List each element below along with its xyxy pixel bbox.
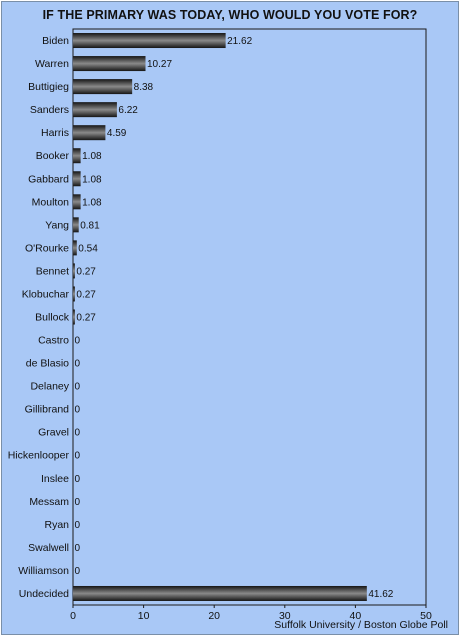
category-label: O'Rourke <box>25 242 69 254</box>
bar <box>73 79 133 95</box>
category-label: Undecided <box>19 588 69 600</box>
category-label: Yang <box>45 219 69 231</box>
category-label: Harris <box>41 127 69 139</box>
bar <box>73 286 75 302</box>
bar <box>73 309 75 325</box>
category-label: Swalwell <box>28 542 69 554</box>
x-tick-label: 40 <box>350 610 362 622</box>
bar <box>73 33 226 49</box>
data-label: 21.62 <box>227 36 252 47</box>
data-label: 0 <box>75 566 81 577</box>
category-label: Sanders <box>30 104 69 116</box>
category-label: de Blasio <box>26 358 69 370</box>
data-label: 0.54 <box>78 243 98 254</box>
data-label: 4.59 <box>107 128 127 139</box>
category-label: Gillibrand <box>25 404 70 416</box>
x-tick-label: 10 <box>138 610 150 622</box>
data-label: 0.27 <box>76 313 96 324</box>
category-label: Messam <box>29 496 69 508</box>
data-label: 0 <box>75 520 81 531</box>
category-label: Buttigieg <box>28 81 69 93</box>
data-label: 0 <box>75 474 81 485</box>
data-label: 0 <box>75 382 81 393</box>
data-label: 0 <box>75 336 81 347</box>
category-label: Ryan <box>44 519 69 531</box>
bar <box>73 217 79 233</box>
bar <box>73 585 367 601</box>
category-label: Delaney <box>30 381 69 393</box>
data-label: 0 <box>75 405 81 416</box>
x-tick-label: 50 <box>420 610 432 622</box>
data-label: 10.27 <box>147 59 172 70</box>
bar <box>73 171 81 187</box>
category-label: Castro <box>38 335 69 347</box>
category-label: Inslee <box>41 473 69 485</box>
category-label: Hickenlooper <box>8 450 70 462</box>
data-label: 0 <box>75 428 81 439</box>
category-label: Gabbard <box>28 173 69 185</box>
data-label: 8.38 <box>134 82 154 93</box>
data-label: 1.08 <box>82 151 102 162</box>
source-note: Suffolk University / Boston Globe Poll <box>274 619 448 631</box>
category-label: Bullock <box>35 312 70 324</box>
data-label: 6.22 <box>118 105 138 116</box>
category-label: Klobuchar <box>22 288 70 300</box>
category-label: Bennet <box>36 265 69 277</box>
bar <box>73 194 81 210</box>
category-label: Biden <box>42 35 69 47</box>
bar <box>73 240 77 256</box>
bar <box>73 102 117 118</box>
data-label: 0 <box>75 451 81 462</box>
category-label: Moulton <box>32 196 70 208</box>
bar <box>73 56 146 72</box>
data-label: 1.08 <box>82 197 102 208</box>
x-tick-label: 0 <box>70 610 76 622</box>
data-label: 0 <box>75 543 81 554</box>
category-label: Williamson <box>18 565 69 577</box>
data-label: 0.27 <box>76 289 96 300</box>
data-label: 0 <box>75 359 81 370</box>
data-label: 0 <box>75 497 81 508</box>
data-label: 0.27 <box>76 266 96 277</box>
data-label: 41.62 <box>368 589 393 600</box>
x-tick-label: 30 <box>279 610 291 622</box>
bar <box>73 263 75 279</box>
chart-title: IF THE PRIMARY WAS TODAY, WHO WOULD YOU … <box>42 8 418 22</box>
x-tick-label: 20 <box>208 610 220 622</box>
data-label: 1.08 <box>82 174 102 185</box>
category-label: Booker <box>36 150 70 162</box>
bar <box>73 125 106 141</box>
data-label: 0.81 <box>80 220 100 231</box>
category-label: Gravel <box>38 427 69 439</box>
category-label: Warren <box>35 58 69 70</box>
bar <box>73 148 81 164</box>
